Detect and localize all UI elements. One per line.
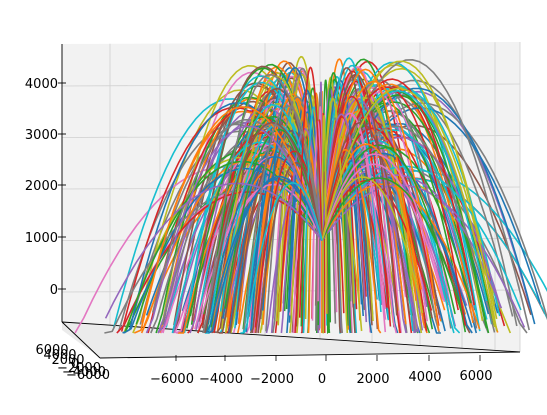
series-line <box>151 118 323 313</box>
series-line <box>204 121 323 334</box>
series-line <box>321 165 522 311</box>
series-line <box>321 95 390 309</box>
series-line <box>321 97 349 334</box>
series-line <box>321 113 368 323</box>
series-line <box>321 126 459 311</box>
z-tick-label: 1000 <box>25 231 58 246</box>
series-line <box>321 177 463 312</box>
series-line <box>321 153 446 302</box>
series-line <box>124 160 323 332</box>
series-line <box>243 105 323 331</box>
series-line <box>321 87 496 328</box>
z-tick-label: 3000 <box>25 128 58 143</box>
z-tick-label: 0 <box>50 283 58 298</box>
z-tick-label: 4000 <box>25 77 58 92</box>
series-line <box>296 66 323 300</box>
trajectory-series <box>74 55 547 334</box>
series-line <box>123 156 323 334</box>
series-line <box>104 182 323 319</box>
series-line <box>321 58 518 327</box>
series-line <box>321 68 417 301</box>
series-line <box>145 125 323 334</box>
axis-line <box>61 321 521 353</box>
series-line <box>321 176 424 314</box>
y-tick-label: 0 <box>71 357 79 372</box>
series-line <box>321 73 398 316</box>
x-tick-label: −2000 <box>250 372 294 387</box>
axis-line <box>99 351 521 359</box>
series-line <box>321 167 457 327</box>
x-tick-label: 2000 <box>356 372 389 387</box>
series-line <box>243 182 323 334</box>
y-tick-label: −4000 <box>62 365 106 380</box>
x-tick-label: 4000 <box>408 370 441 385</box>
series-line <box>254 150 323 328</box>
axes-lines <box>58 44 521 361</box>
series-line <box>321 144 456 315</box>
series-line <box>321 184 526 328</box>
series-line <box>277 74 323 326</box>
y-tick-label: 6000 <box>35 343 68 358</box>
series-line <box>321 88 418 329</box>
series-line <box>262 66 323 311</box>
series-line <box>321 115 328 314</box>
x-tick-label: −4000 <box>199 372 243 387</box>
z-tick-label: 2000 <box>25 179 58 194</box>
y-tick-label: 2000 <box>51 353 84 368</box>
axis-line <box>61 321 101 359</box>
series-line <box>208 175 323 334</box>
series-line <box>321 80 440 331</box>
y-tick-label: 4000 <box>43 348 76 363</box>
series-line <box>133 106 323 334</box>
series-line <box>204 156 323 334</box>
series-line <box>321 139 455 334</box>
x-tick-label: 0 <box>318 372 326 387</box>
x-tick-label: 6000 <box>459 369 492 384</box>
series-line <box>257 162 323 334</box>
series-line <box>321 79 452 329</box>
x-tick-label: −6000 <box>150 372 194 387</box>
y-tick-label: −6000 <box>66 368 110 383</box>
y-tick-label: −2000 <box>57 361 101 376</box>
series-line <box>289 126 323 334</box>
series-line <box>178 153 323 334</box>
